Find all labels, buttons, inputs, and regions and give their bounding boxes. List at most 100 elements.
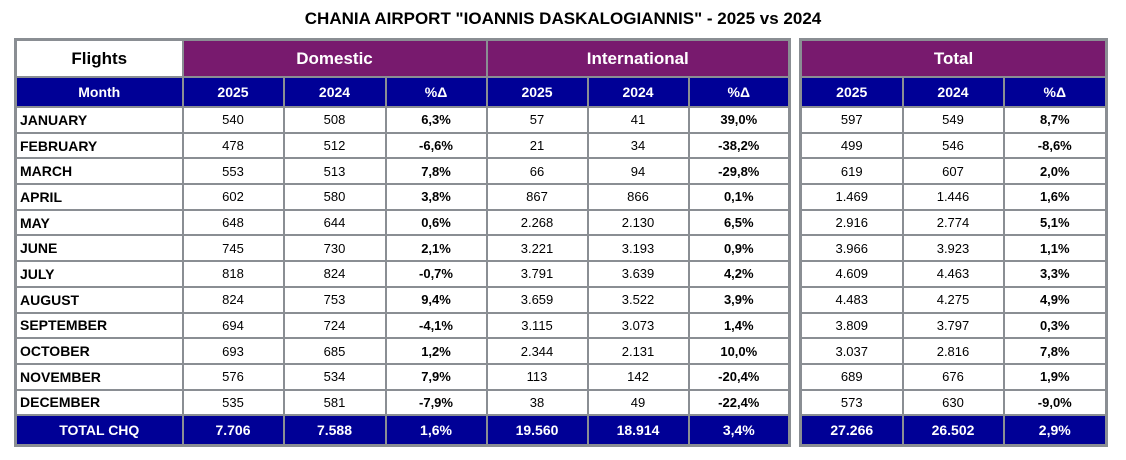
total-2025-cell: 2.916 bbox=[799, 208, 904, 237]
totals-label: TOTAL CHQ bbox=[14, 414, 184, 447]
international-2025-cell: 2.344 bbox=[485, 337, 589, 365]
page-title: CHANIA AIRPORT "IOANNIS DASKALOGIANNIS" … bbox=[304, 9, 822, 28]
domestic-2024-cell: 724 bbox=[282, 311, 387, 340]
domestic-pct-cell: 3,8% bbox=[384, 183, 488, 211]
month-header: Month bbox=[14, 76, 184, 108]
month-cell: JANUARY bbox=[14, 106, 184, 134]
domestic-2025-cell: 478 bbox=[181, 131, 285, 160]
international-pct-cell: 1,4% bbox=[687, 311, 791, 340]
total-2024-cell: 3.923 bbox=[901, 234, 1005, 263]
international-total-pct: 3,4% bbox=[687, 414, 791, 447]
domestic-pct-cell: -4,1% bbox=[384, 311, 488, 340]
column-header-row: Month 2025 2024 %Δ 2025 2024 %Δ bbox=[14, 76, 791, 108]
grand-total-pct: 2,9% bbox=[1002, 414, 1108, 447]
table-row: MAY 648 644 0,6% 2.268 2.130 6,5% bbox=[14, 208, 791, 237]
domestic-2024-cell: 508 bbox=[282, 106, 387, 134]
international-2025-cell: 66 bbox=[485, 157, 589, 186]
table-row: NOVEMBER 576 534 7,9% 113 142 -20,4% bbox=[14, 362, 791, 391]
table-row: 573 630 -9,0% bbox=[799, 388, 1108, 417]
domestic-pct-cell: 2,1% bbox=[384, 234, 488, 263]
month-cell: MAY bbox=[14, 208, 184, 237]
total-pct-cell: 1,6% bbox=[1002, 183, 1108, 211]
domestic-2025-cell: 576 bbox=[181, 362, 285, 391]
table-row: 689 676 1,9% bbox=[799, 362, 1108, 391]
domestic-pct-cell: 0,6% bbox=[384, 208, 488, 237]
total-2024-cell: 3.797 bbox=[901, 311, 1005, 340]
international-2025-cell: 867 bbox=[485, 183, 589, 211]
international-total-2025: 19.560 bbox=[485, 414, 589, 447]
international-pct-cell: -22,4% bbox=[687, 388, 791, 417]
domestic-2024-cell: 513 bbox=[282, 157, 387, 186]
domestic-pct-cell: 7,8% bbox=[384, 157, 488, 186]
table-row: 3.809 3.797 0,3% bbox=[799, 311, 1108, 340]
domestic-pct-cell: -7,9% bbox=[384, 388, 488, 417]
group-header-row: Total bbox=[799, 38, 1108, 78]
table-row: 4.483 4.275 4,9% bbox=[799, 285, 1108, 314]
domestic-pct-cell: 9,4% bbox=[384, 285, 488, 314]
domestic-2025-header: 2025 bbox=[181, 76, 285, 108]
total-2024-cell: 2.774 bbox=[901, 208, 1005, 237]
domestic-2025-cell: 648 bbox=[181, 208, 285, 237]
international-pct-cell: 0,9% bbox=[687, 234, 791, 263]
total-pct-cell: 8,7% bbox=[1002, 106, 1108, 134]
international-2024-cell: 41 bbox=[586, 106, 690, 134]
total-pct-cell: -9,0% bbox=[1002, 388, 1108, 417]
month-cell: NOVEMBER bbox=[14, 362, 184, 391]
total-pct-header: %Δ bbox=[1002, 76, 1108, 108]
international-pct-cell: -20,4% bbox=[687, 362, 791, 391]
international-total-2024: 18.914 bbox=[586, 414, 690, 447]
domestic-2024-cell: 534 bbox=[282, 362, 387, 391]
column-header-row: 2025 2024 %Δ bbox=[799, 76, 1108, 108]
domestic-2025-cell: 535 bbox=[181, 388, 285, 417]
month-cell: AUGUST bbox=[14, 285, 184, 314]
total-2025-cell: 3.809 bbox=[799, 311, 904, 340]
domestic-pct-cell: -0,7% bbox=[384, 260, 488, 288]
international-2024-cell: 3.193 bbox=[586, 234, 690, 263]
international-2024-cell: 3.639 bbox=[586, 260, 690, 288]
domestic-2025-cell: 694 bbox=[181, 311, 285, 340]
table-row: SEPTEMBER 694 724 -4,1% 3.115 3.073 1,4% bbox=[14, 311, 791, 340]
total-pct-cell: 4,9% bbox=[1002, 285, 1108, 314]
total-2024-cell: 607 bbox=[901, 157, 1005, 186]
table-row: 619 607 2,0% bbox=[799, 157, 1108, 186]
international-2024-header: 2024 bbox=[586, 76, 690, 108]
international-pct-cell: -29,8% bbox=[687, 157, 791, 186]
domestic-2024-cell: 580 bbox=[282, 183, 387, 211]
total-2024-cell: 4.463 bbox=[901, 260, 1005, 288]
domestic-2025-cell: 745 bbox=[181, 234, 285, 263]
international-2025-cell: 57 bbox=[485, 106, 589, 134]
total-2025-cell: 597 bbox=[799, 106, 904, 134]
domestic-2024-cell: 685 bbox=[282, 337, 387, 365]
international-2025-cell: 3.659 bbox=[485, 285, 589, 314]
total-2024-cell: 1.446 bbox=[901, 183, 1005, 211]
total-pct-cell: 1,1% bbox=[1002, 234, 1108, 263]
total-2024-cell: 2.816 bbox=[901, 337, 1005, 365]
total-2025-cell: 1.469 bbox=[799, 183, 904, 211]
international-2024-cell: 2.131 bbox=[586, 337, 690, 365]
total-pct-cell: -8,6% bbox=[1002, 131, 1108, 160]
table-row: MARCH 553 513 7,8% 66 94 -29,8% bbox=[14, 157, 791, 186]
domestic-2024-cell: 644 bbox=[282, 208, 387, 237]
total-pct-cell: 5,1% bbox=[1002, 208, 1108, 237]
total-pct-cell: 7,8% bbox=[1002, 337, 1108, 365]
international-2024-cell: 3.073 bbox=[586, 311, 690, 340]
international-2025-cell: 3.791 bbox=[485, 260, 589, 288]
table-row: 3.966 3.923 1,1% bbox=[799, 234, 1108, 263]
domestic-2025-cell: 818 bbox=[181, 260, 285, 288]
domestic-2025-cell: 693 bbox=[181, 337, 285, 365]
domestic-2025-cell: 602 bbox=[181, 183, 285, 211]
total-2024-header: 2024 bbox=[901, 76, 1005, 108]
international-pct-cell: 4,2% bbox=[687, 260, 791, 288]
total-pct-cell: 0,3% bbox=[1002, 311, 1108, 340]
total-2025-cell: 4.609 bbox=[799, 260, 904, 288]
total-2025-cell: 689 bbox=[799, 362, 904, 391]
totals-row: 27.266 26.502 2,9% bbox=[799, 414, 1108, 447]
domestic-total-2024: 7.588 bbox=[282, 414, 387, 447]
table-row: 2.916 2.774 5,1% bbox=[799, 208, 1108, 237]
table-row: 1.469 1.446 1,6% bbox=[799, 183, 1108, 211]
flights-table-total: Total 2025 2024 %Δ 597 549 8,7% 499 546 -8,6%… bbox=[799, 38, 1109, 448]
domestic-total-pct: 1,6% bbox=[384, 414, 488, 447]
table-row: APRIL 602 580 3,8% 867 866 0,1% bbox=[14, 183, 791, 211]
international-pct-cell: 3,9% bbox=[687, 285, 791, 314]
total-2025-header: 2025 bbox=[799, 76, 904, 108]
